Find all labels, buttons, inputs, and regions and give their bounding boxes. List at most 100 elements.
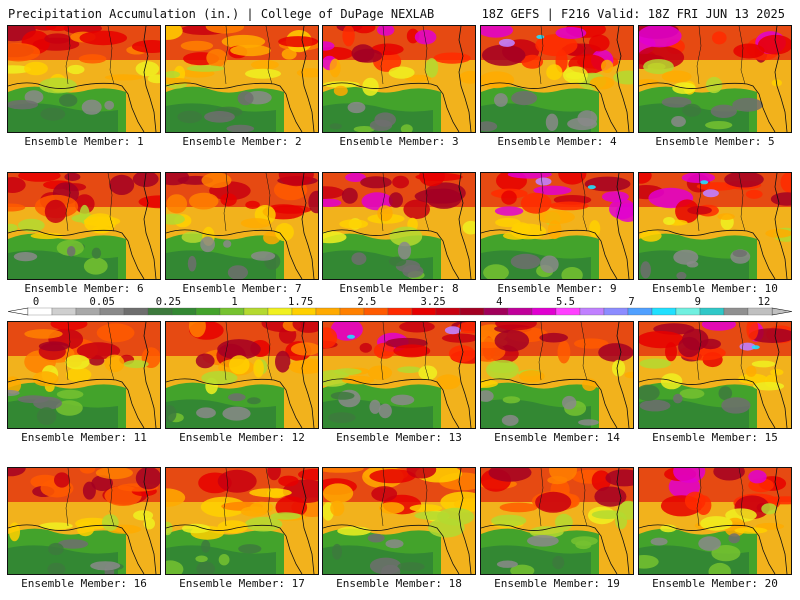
ensemble-member-label: Ensemble Member: 1: [24, 135, 144, 148]
legend-swatch: [555, 307, 581, 316]
legend-swatch: [147, 307, 173, 316]
legend-colorbar: 0 0.05 0.25 1 1.75 2.5 3.25 4 5.5 7 9 12: [8, 296, 792, 316]
precip-map: [323, 26, 475, 132]
legend-tick-label: 5.5: [556, 296, 575, 308]
legend-tick-label: 4: [496, 296, 502, 308]
legend-swatch: [195, 307, 221, 316]
ensemble-member-label: Ensemble Member: 12: [179, 431, 305, 444]
precip-map: [481, 173, 633, 279]
legend-swatch: [339, 307, 365, 316]
ensemble-member-label: Ensemble Member: 3: [339, 135, 459, 148]
ensemble-map-4: [480, 25, 634, 133]
ensemble-map-8: [322, 172, 476, 280]
legend-swatch: [99, 307, 125, 316]
ensemble-map-10: [638, 172, 792, 280]
ensemble-member-label: Ensemble Member: 15: [652, 431, 778, 444]
ensemble-map-16: [7, 467, 161, 575]
ensemble-member-label: Ensemble Member: 7: [182, 282, 302, 295]
precip-color-legend: 0 0.05 0.25 1 1.75 2.5 3.25 4 5.5 7 9 12: [8, 296, 792, 320]
precip-map: [166, 468, 318, 574]
ensemble-map-6: [7, 172, 161, 280]
precip-map: [639, 26, 791, 132]
legend-swatch: [51, 307, 77, 316]
legend-swatch: [435, 307, 461, 316]
legend-tick-label: 9: [695, 296, 701, 308]
legend-tick-label: 1: [231, 296, 237, 308]
ensemble-map-13: [322, 321, 476, 429]
legend-swatch: [699, 307, 725, 316]
legend-arrow-right: [771, 307, 792, 316]
precip-map: [481, 26, 633, 132]
legend-swatch: [675, 307, 701, 316]
chart-title: Precipitation Accumulation (in.) | Colle…: [8, 7, 435, 21]
legend-swatch: [483, 307, 509, 316]
precip-map: [166, 173, 318, 279]
legend-tick-label: 0.25: [156, 296, 181, 308]
legend-swatch: [747, 307, 773, 316]
ensemble-member-label: Ensemble Member: 13: [336, 431, 462, 444]
ensemble-map-1: [7, 25, 161, 133]
ensemble-map-18: [322, 467, 476, 575]
legend-swatch: [627, 307, 653, 316]
legend-swatch: [531, 307, 557, 316]
legend-tick-label: 1.75: [288, 296, 313, 308]
ensemble-map-14: [480, 321, 634, 429]
precip-map: [323, 322, 475, 428]
ensemble-map-17: [165, 467, 319, 575]
precip-map: [8, 322, 160, 428]
ensemble-member-label: Ensemble Member: 20: [652, 577, 778, 590]
legend-tick-label: 3.25: [420, 296, 445, 308]
legend-swatch: [27, 307, 53, 316]
precip-map: [481, 322, 633, 428]
legend-swatch: [123, 307, 149, 316]
ensemble-map-3: [322, 25, 476, 133]
legend-arrow-left: [8, 307, 29, 316]
precip-map: [166, 322, 318, 428]
ensemble-member-label: Ensemble Member: 11: [21, 431, 147, 444]
precip-map: [639, 173, 791, 279]
legend-swatch: [363, 307, 389, 316]
run-info: 18Z GEFS | F216 Valid: 18Z FRI JUN 13 20…: [481, 7, 785, 21]
precip-map: [639, 322, 791, 428]
legend-tick-label: 0.05: [90, 296, 115, 308]
legend-swatch: [171, 307, 197, 316]
precip-map: [166, 26, 318, 132]
legend-swatch: [243, 307, 269, 316]
ensemble-member-label: Ensemble Member: 16: [21, 577, 147, 590]
precip-map: [8, 26, 160, 132]
precip-map: [8, 173, 160, 279]
ensemble-member-label: Ensemble Member: 4: [497, 135, 617, 148]
legend-swatch: [723, 307, 749, 316]
ensemble-map-20: [638, 467, 792, 575]
legend-swatch: [315, 307, 341, 316]
ensemble-map-2: [165, 25, 319, 133]
precip-map: [481, 468, 633, 574]
precip-map: [323, 468, 475, 574]
legend-swatch: [579, 307, 605, 316]
legend-swatch: [459, 307, 485, 316]
ensemble-map-5: [638, 25, 792, 133]
legend-swatch: [291, 307, 317, 316]
precip-map: [8, 468, 160, 574]
ensemble-member-label: Ensemble Member: 19: [494, 577, 620, 590]
ensemble-member-label: Ensemble Member: 9: [497, 282, 617, 295]
ensemble-member-label: Ensemble Member: 5: [655, 135, 775, 148]
ensemble-member-label: Ensemble Member: 17: [179, 577, 305, 590]
precip-map: [323, 173, 475, 279]
ensemble-member-label: Ensemble Member: 10: [652, 282, 778, 295]
ensemble-member-label: Ensemble Member: 6: [24, 282, 144, 295]
ensemble-map-15: [638, 321, 792, 429]
ensemble-member-label: Ensemble Member: 18: [336, 577, 462, 590]
legend-swatch: [411, 307, 437, 316]
legend-swatch: [651, 307, 677, 316]
legend-swatch: [507, 307, 533, 316]
legend-tick-label: 12: [758, 296, 771, 308]
legend-swatch: [603, 307, 629, 316]
legend-tick-label: 7: [628, 296, 634, 308]
legend-tick-label: 0: [33, 296, 39, 308]
legend-swatch: [219, 307, 245, 316]
legend-swatch: [387, 307, 413, 316]
ensemble-map-19: [480, 467, 634, 575]
ensemble-member-label: Ensemble Member: 8: [339, 282, 459, 295]
ensemble-member-label: Ensemble Member: 2: [182, 135, 302, 148]
